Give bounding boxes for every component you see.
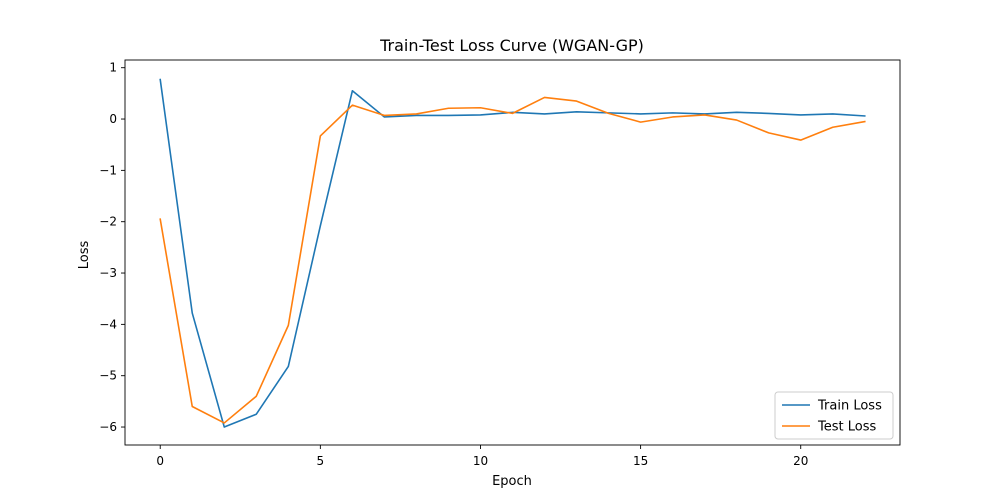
y-tick-label: −5 xyxy=(99,369,117,383)
y-tick-label: −1 xyxy=(99,163,117,177)
legend-box xyxy=(774,391,894,440)
y-tick-label: 0 xyxy=(109,112,117,126)
legend: Train Loss Test Loss xyxy=(774,391,894,440)
x-tick-label: 10 xyxy=(473,454,488,468)
y-tick-label: −2 xyxy=(99,215,117,229)
axes-frame xyxy=(124,59,901,446)
series-line-train-loss xyxy=(159,78,866,428)
legend-label-test-loss: Test Loss xyxy=(817,420,876,435)
series-line-test-loss xyxy=(159,96,866,424)
chart-title: Train-Test Loss Curve (WGAN-GP) xyxy=(379,36,644,55)
x-tick-label: 0 xyxy=(156,454,164,468)
y-tick-label: −3 xyxy=(99,266,117,280)
x-tick-label: 15 xyxy=(633,454,648,468)
legend-label-train-loss: Train Loss xyxy=(817,399,882,414)
x-tick-label: 5 xyxy=(317,454,325,468)
y-tick-label: 1 xyxy=(109,61,117,75)
x-tick-label: 20 xyxy=(793,454,808,468)
y-tick-label: −4 xyxy=(99,317,117,331)
y-tick-label: −6 xyxy=(99,420,117,434)
y-axis-label: Loss xyxy=(77,241,92,270)
x-axis-label: Epoch xyxy=(492,474,532,489)
